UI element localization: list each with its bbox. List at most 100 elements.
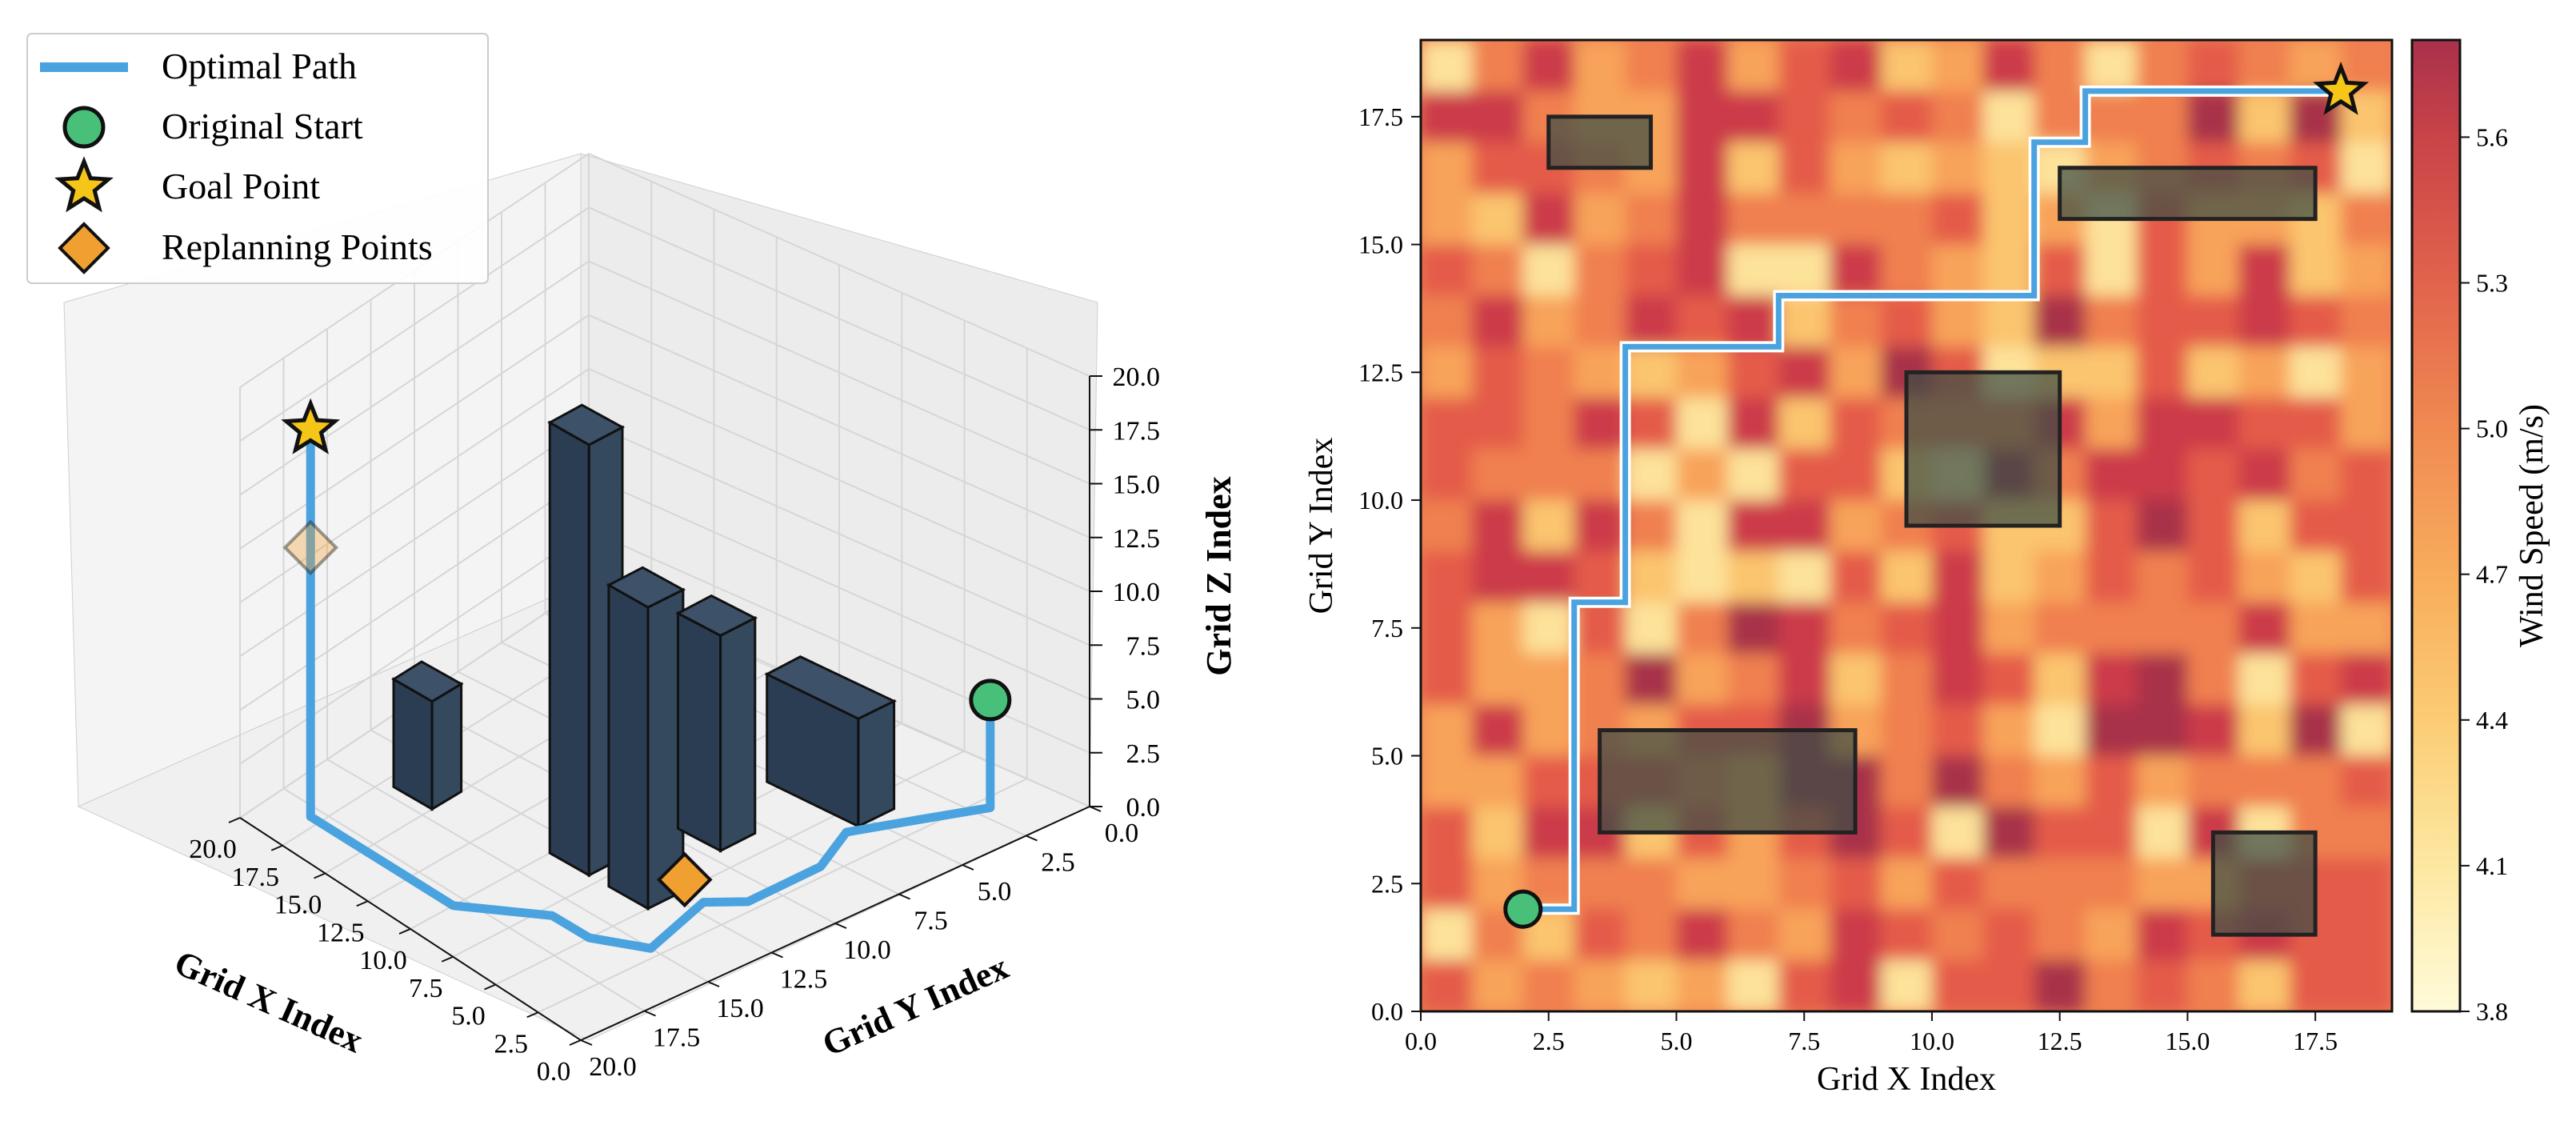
wind-cell (1625, 40, 1678, 92)
x-tick-mark (398, 928, 411, 935)
wind-cell (1625, 602, 1678, 655)
wind-cell (2341, 295, 2392, 348)
x-tick-label: 15.0 (274, 891, 322, 920)
wind-cell (1830, 550, 1882, 603)
wind-cell (1574, 193, 1626, 246)
wind-cell (1676, 193, 1729, 246)
wind-cell (1931, 858, 1984, 911)
wind-cell (1881, 909, 1933, 962)
wind-cell (2341, 858, 2392, 911)
y-tick-mark (898, 893, 910, 900)
x-tick-mark (526, 1011, 539, 1019)
wind-cell (1421, 909, 1473, 962)
legend-frame (26, 33, 489, 284)
wind-cell (2187, 398, 2240, 450)
y-tick-label: 2.5 (1041, 848, 1075, 878)
wind-cell (2136, 550, 2189, 603)
wind-cell (2085, 704, 2138, 757)
x-axis-label: Grid X Index (169, 943, 369, 1060)
wind-cell (1522, 346, 1575, 399)
z-tick-label: 7.5 (1126, 631, 1161, 661)
heatmap-obstacle (2058, 166, 2318, 222)
wind-cell (1421, 142, 1473, 194)
wind-cell (1778, 193, 1831, 246)
wind-cell (2290, 653, 2342, 706)
wind-cell (1982, 858, 2035, 911)
x-axis-line (239, 817, 582, 1041)
wind-cell (1471, 295, 1524, 348)
wind-cell (1881, 295, 1933, 348)
wind-cell (2341, 500, 2392, 552)
wind-cell (1676, 244, 1729, 297)
z-tick-labels: 0.0 2.5 5.0 7.5 10.0 12.5 15.0 17.5 20.0 (1089, 362, 1161, 823)
wind-cell (2238, 398, 2291, 450)
wind-cell (1676, 500, 1729, 552)
wind-cell (1881, 960, 1933, 1011)
wind-cell (1982, 550, 2035, 603)
legend-start-marker (62, 106, 106, 149)
wind-cell (1931, 602, 1984, 655)
wind-cell (1625, 500, 1678, 552)
wind-cell (1471, 550, 1524, 603)
grid-line (239, 260, 590, 496)
wind-cell (1727, 960, 1780, 1011)
y-tick-label: 2.5 (1371, 869, 1403, 898)
wind-cell (2136, 960, 2189, 1011)
wind-cell (2238, 449, 2291, 502)
wind-cell (1421, 295, 1473, 348)
wind-cell (1625, 193, 1678, 246)
wind-cell (1676, 142, 1729, 194)
wind-cell (2290, 295, 2342, 348)
y-tick-mark (1026, 835, 1038, 842)
wind-cell (2085, 807, 2138, 859)
wind-cell (1676, 653, 1729, 706)
wind-cell (2136, 346, 2189, 399)
wind-cell (1421, 858, 1473, 911)
colorbar-tick-label: 3.8 (2476, 997, 2508, 1026)
obstacle-face (430, 682, 463, 811)
grid-line (588, 206, 1090, 431)
x-tick-label: 7.5 (409, 974, 443, 1003)
wind-cell (2136, 295, 2189, 348)
wind-cell (2290, 398, 2342, 450)
z-tick-label: 15.0 (1113, 470, 1161, 500)
wind-cell (1727, 858, 1780, 911)
wind-cell (1778, 244, 1831, 297)
wind-cell (1471, 807, 1524, 859)
wind-cell (1522, 295, 1575, 348)
wind-cell (1421, 602, 1473, 655)
wind-cell (1471, 602, 1524, 655)
wind-cell (1471, 346, 1524, 399)
wind-cell (1830, 960, 1882, 1011)
wind-cell (2238, 960, 2291, 1011)
wind-cell (1421, 193, 1473, 246)
x-tick-labels: 0.0 2.5 5.0 7.510.012.515.017.520.0 (189, 817, 582, 1087)
x-tick-label: 5.0 (451, 1002, 486, 1031)
y-tick-label: 10.0 (843, 935, 891, 965)
wind-cell (1421, 398, 1473, 450)
obstacle-face (719, 615, 757, 853)
wind-cell (2136, 755, 2189, 808)
obstacle-top (606, 566, 686, 609)
wind-cell (2341, 346, 2392, 399)
wind-cell (2238, 40, 2291, 92)
wind-cell (1982, 90, 2035, 143)
wind-cell (2341, 142, 2392, 194)
x-tick-mark (270, 844, 283, 851)
y-tick-label: 17.5 (1358, 102, 1403, 131)
wind-cell (1625, 550, 1678, 603)
wind-cell (1471, 244, 1524, 297)
wind-cell (1982, 602, 2035, 655)
wind-cell (2238, 550, 2291, 603)
wind-cell (1931, 755, 1984, 808)
wind-cell (1982, 244, 2035, 297)
y-tick-mark (707, 981, 720, 987)
wind-cell (1830, 142, 1882, 194)
wind-cell (2034, 40, 2086, 92)
wind-cell (2341, 550, 2392, 603)
wind-cell (1625, 653, 1678, 706)
wind-cell (2034, 960, 2086, 1011)
z-tick-label: 12.5 (1113, 524, 1161, 554)
wind-cell (1881, 40, 1933, 92)
x-tick-label: 5.0 (1660, 1027, 1692, 1055)
